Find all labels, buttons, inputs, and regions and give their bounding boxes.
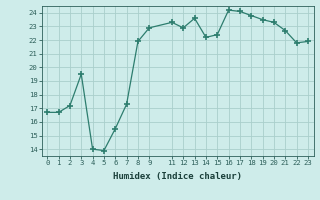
X-axis label: Humidex (Indice chaleur): Humidex (Indice chaleur) bbox=[113, 172, 242, 181]
